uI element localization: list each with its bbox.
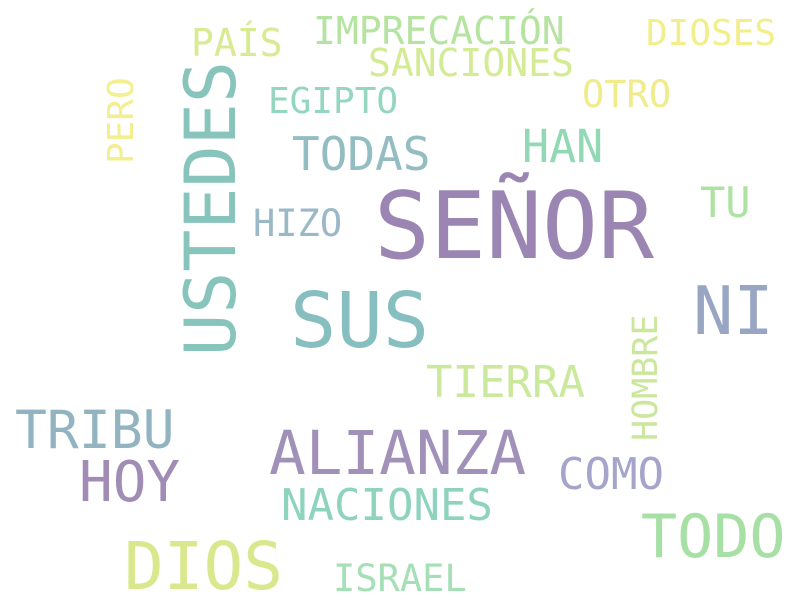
- word-ni: NI: [693, 272, 774, 350]
- word-dioses: DIOSES: [646, 13, 777, 54]
- word-pero: PERO: [101, 77, 142, 164]
- word-senor: SEÑOR: [374, 172, 654, 280]
- word-tu: TU: [700, 178, 751, 227]
- word-sanciones: SANCIONES: [368, 41, 574, 85]
- word-sus: SUS: [290, 277, 430, 366]
- word-egipto: EGIPTO: [268, 81, 399, 122]
- word-todas: TODAS: [292, 127, 431, 181]
- word-hombre: HOMBRE: [626, 314, 666, 441]
- word-tribu: TRIBU: [15, 400, 175, 461]
- word-han: HAN: [522, 120, 604, 173]
- word-tierra: TIERRA: [426, 357, 585, 408]
- word-naciones: NACIONES: [281, 480, 493, 531]
- word-como: COMO: [558, 449, 664, 500]
- word-otro: OTRO: [582, 73, 672, 116]
- word-ustedes: USTEDES: [170, 60, 252, 356]
- word-pais: PAÍS: [191, 21, 283, 65]
- word-dios: DIOS: [124, 528, 283, 600]
- word-imprecacion: IMPRECACIÓN: [313, 9, 565, 53]
- word-todo: TODO: [641, 502, 786, 572]
- word-hizo: HIZO: [253, 202, 343, 245]
- word-hoy: HOY: [79, 450, 181, 515]
- word-israel: ISRAEL: [333, 557, 467, 600]
- word-alianza: ALIANZA: [269, 418, 527, 489]
